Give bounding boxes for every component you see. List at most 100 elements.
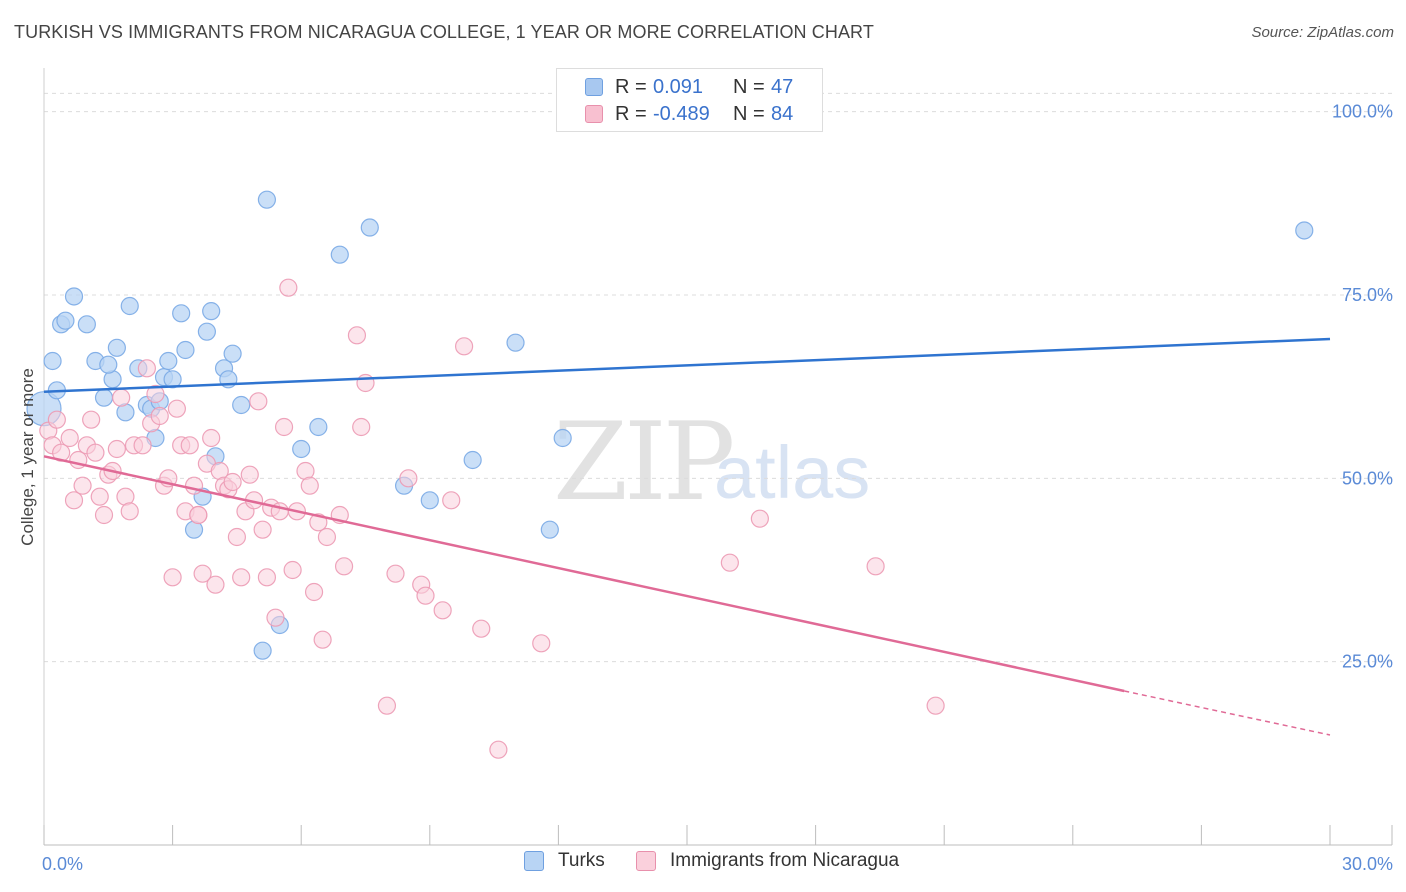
x-tick-label: 30.0% — [1342, 854, 1393, 874]
point-turks — [232, 395, 251, 415]
point-turks — [202, 302, 221, 321]
point-nicaragua — [107, 439, 126, 459]
point-nicaragua — [189, 505, 208, 525]
point-nicaragua — [202, 428, 221, 448]
point-nicaragua — [112, 388, 131, 407]
point-nicaragua — [184, 476, 204, 495]
point-turks — [309, 417, 328, 437]
point-nicaragua — [64, 491, 84, 510]
point-turks — [506, 333, 525, 352]
point-turks — [553, 428, 572, 448]
y-tick-label: 75.0% — [1342, 285, 1393, 305]
y-tick-label: 50.0% — [1342, 468, 1393, 488]
trend-line-extension-nicaragua — [1124, 690, 1331, 736]
point-nicaragua — [274, 417, 294, 437]
point-nicaragua — [232, 568, 251, 587]
point-nicaragua — [167, 399, 186, 418]
point-turks — [1295, 221, 1314, 240]
point-turks — [223, 344, 242, 363]
legend-n-value: 84 — [771, 102, 794, 125]
point-nicaragua — [356, 373, 375, 393]
point-turks — [120, 296, 139, 316]
point-nicaragua — [377, 696, 397, 715]
point-nicaragua — [489, 740, 508, 759]
point-nicaragua — [193, 564, 212, 583]
point-nicaragua — [926, 696, 945, 715]
legend-label-nicaragua: Immigrants from Nicaragua — [670, 850, 900, 871]
trend-line-nicaragua — [43, 455, 1125, 693]
point-turks — [64, 287, 84, 306]
source-credit: Source: ZipAtlas.com — [1251, 24, 1394, 41]
point-nicaragua — [266, 608, 285, 627]
point-turks — [176, 340, 195, 360]
point-nicaragua — [532, 634, 551, 653]
point-turks — [163, 370, 182, 389]
point-turks — [330, 245, 349, 264]
point-nicaragua — [73, 476, 92, 495]
legend-n-label: N = — [733, 75, 765, 98]
point-turks — [43, 351, 62, 371]
point-nicaragua — [137, 359, 156, 378]
series-legend: Turks Immigrants from Nicaragua — [0, 850, 1406, 880]
point-nicaragua — [352, 417, 371, 437]
point-nicaragua — [86, 443, 105, 462]
legend-swatch-nicaragua — [585, 105, 603, 123]
point-nicaragua — [472, 619, 491, 638]
point-nicaragua — [313, 630, 332, 649]
point-nicaragua — [133, 436, 152, 455]
legend-row-turks: R = 0.091 N = 47 — [557, 73, 793, 101]
point-nicaragua — [442, 491, 461, 510]
point-nicaragua — [82, 410, 101, 429]
legend-r-value: -0.489 — [653, 102, 710, 125]
x-tick-label: 0.0% — [42, 854, 83, 874]
watermark-zip: ZIP — [553, 400, 735, 525]
point-turks — [540, 520, 559, 539]
point-nicaragua — [334, 557, 354, 576]
point-nicaragua — [317, 527, 337, 547]
point-turks — [292, 439, 311, 459]
point-nicaragua — [304, 582, 324, 602]
point-nicaragua — [47, 410, 66, 429]
point-turks — [99, 355, 118, 374]
point-nicaragua — [150, 406, 169, 426]
point-nicaragua — [90, 487, 109, 506]
point-nicaragua — [720, 553, 739, 572]
point-nicaragua — [399, 469, 418, 488]
point-nicaragua — [347, 326, 367, 345]
point-nicaragua — [386, 564, 405, 583]
point-nicaragua — [416, 586, 435, 605]
point-nicaragua — [750, 509, 769, 528]
point-turks — [159, 351, 178, 371]
legend-row-nicaragua: R = -0.489 N = 84 — [557, 100, 793, 128]
point-nicaragua — [300, 476, 319, 495]
point-nicaragua — [866, 557, 885, 576]
point-turks — [172, 304, 191, 323]
legend-r-label: R = — [615, 102, 647, 125]
legend-item-turks[interactable]: Turks — [524, 850, 605, 872]
y-axis-label: College, 1 year or more — [18, 368, 37, 546]
point-turks — [360, 218, 379, 237]
legend-r-value: 0.091 — [653, 75, 704, 98]
legend-r-label: R = — [615, 75, 647, 98]
point-turks — [107, 338, 126, 357]
point-nicaragua — [163, 568, 182, 587]
point-turks — [257, 190, 277, 209]
y-tick-label: 25.0% — [1342, 652, 1393, 672]
point-turks — [420, 491, 439, 510]
point-nicaragua — [454, 337, 474, 356]
legend-n-label: N = — [733, 102, 765, 125]
legend-label-turks: Turks — [558, 850, 605, 871]
point-nicaragua — [240, 465, 259, 484]
legend-item-nicaragua[interactable]: Immigrants from Nicaragua — [636, 850, 899, 872]
legend-swatch-turks — [524, 851, 544, 871]
point-nicaragua — [180, 436, 199, 455]
point-nicaragua — [257, 568, 277, 587]
point-turks — [463, 450, 482, 470]
point-nicaragua — [60, 428, 79, 448]
watermark-atlas: atlas — [714, 431, 871, 514]
point-nicaragua — [433, 601, 452, 620]
point-turks — [253, 641, 272, 660]
point-nicaragua — [227, 527, 246, 547]
point-nicaragua — [146, 384, 165, 404]
point-nicaragua — [249, 392, 268, 411]
